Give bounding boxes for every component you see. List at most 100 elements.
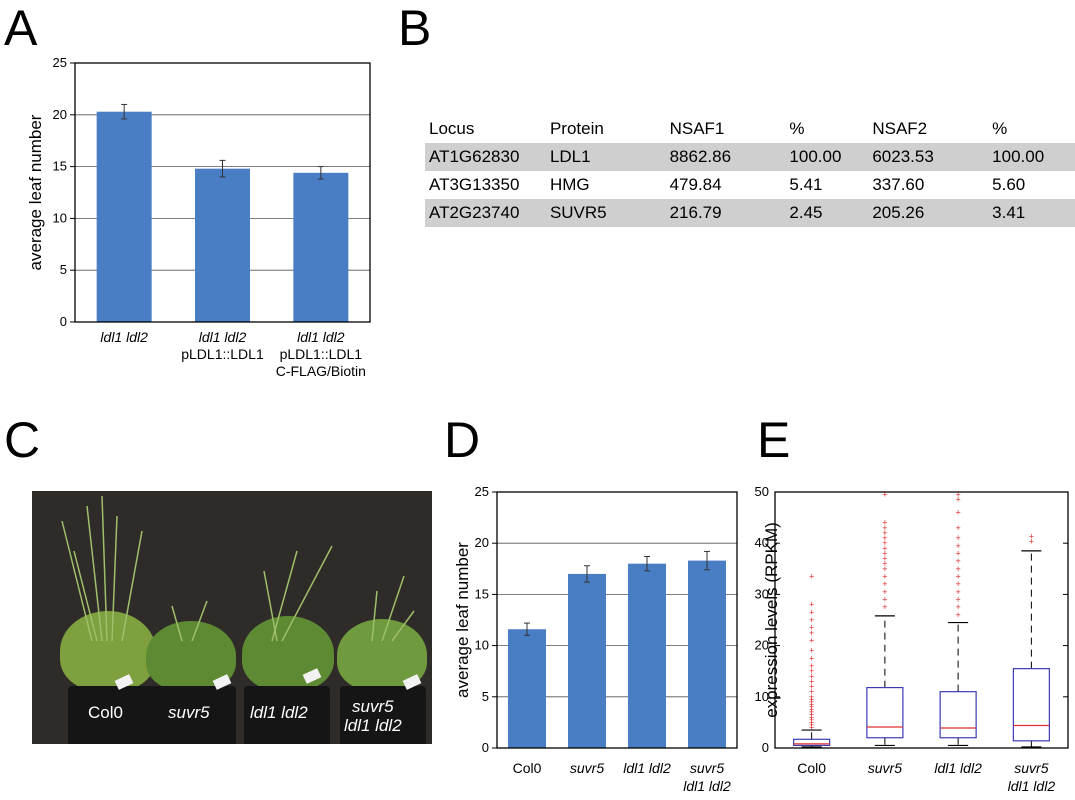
outlier-point: + [955, 541, 960, 551]
protein-table: Locus Protein NSAF1 % NSAF2 % AT1G62830 … [425, 115, 1075, 227]
outlier-point: + [955, 579, 960, 589]
outlier-point: + [809, 705, 814, 715]
photo-label-text: ldl1 ldl2 [250, 703, 308, 722]
category-label: Col0 [513, 760, 542, 776]
outlier-point: + [882, 518, 887, 528]
y-tick-label: 5 [482, 689, 489, 704]
y-tick-label: 10 [53, 210, 67, 225]
outlier-point: + [809, 702, 814, 712]
outlier-point: + [955, 523, 960, 533]
category-label: suvr5 [868, 760, 902, 776]
outlier-point: + [882, 490, 887, 500]
outlier-point: + [809, 615, 814, 625]
outlier-point: + [809, 720, 814, 730]
y-axis-label: average leaf number [453, 542, 472, 698]
y-tick-label: 10 [755, 689, 769, 704]
outlier-point: + [955, 602, 960, 612]
outlier-point: + [809, 635, 814, 645]
category-label: suvr5 [690, 760, 724, 776]
table-header-row: Locus Protein NSAF1 % NSAF2 % [425, 115, 1075, 143]
photo-label-ldl1-ldl2: ldl1 ldl2 [250, 703, 308, 723]
outlier-point: + [809, 682, 814, 692]
outlier-point: + [955, 495, 960, 505]
y-tick-label: 50 [755, 484, 769, 499]
table-cell: 6023.53 [868, 143, 989, 171]
photo-label-text: Col0 [88, 703, 123, 722]
y-tick-label: 20 [755, 638, 769, 653]
outlier-point: + [955, 571, 960, 581]
category-label: ldl1 ldl2 [934, 760, 982, 776]
outlier-point: + [809, 628, 814, 638]
table-cell: 100.00 [988, 143, 1075, 171]
box [1012, 668, 1050, 742]
outlier-point: + [955, 533, 960, 543]
photo-label-text: ldl1 ldl2 [344, 716, 402, 735]
header-nsaf2: NSAF2 [872, 119, 928, 138]
plant-pot [150, 686, 236, 744]
outlier-point: + [955, 490, 960, 500]
outlier-point: + [809, 717, 814, 727]
outlier-point: + [1029, 537, 1034, 547]
outlier-point: + [809, 653, 814, 663]
table-cell: AT1G62830 [425, 143, 546, 171]
outlier-point: + [809, 707, 814, 717]
header-locus: Locus [429, 119, 475, 138]
category-label: ldl1 ldl2 [100, 329, 148, 345]
outlier-point: + [809, 571, 814, 581]
outlier-point: + [809, 712, 814, 722]
outlier-point: + [809, 715, 814, 725]
category-label: suvr5 [1014, 760, 1048, 776]
category-label: suvr5 [570, 760, 604, 776]
y-tick-label: 15 [53, 159, 67, 174]
outlier-point: + [809, 723, 814, 733]
outlier-point: + [882, 543, 887, 553]
plant-foliage [60, 611, 156, 691]
header-protein: Protein [549, 119, 604, 138]
outlier-point: + [809, 623, 814, 633]
outlier-point: + [809, 666, 814, 676]
outlier-point: + [955, 610, 960, 620]
table-cell: 5.60 [992, 175, 1026, 194]
outlier-point: + [955, 507, 960, 517]
plant-pot [68, 686, 154, 744]
table-cell: AT3G13350 [429, 175, 520, 194]
outlier-point: + [809, 699, 814, 709]
plant-pot [340, 686, 426, 744]
table-cell: LDL1 [545, 143, 666, 171]
y-tick-label: 0 [762, 740, 769, 755]
outlier-point: + [809, 600, 814, 610]
table-cell: 205.26 [868, 199, 989, 227]
y-tick-label: 20 [53, 107, 67, 122]
table-cell: 2.45 [785, 199, 869, 227]
category-label: ldl1 ldl2 [199, 329, 247, 345]
bar [293, 172, 349, 322]
plot-frame [774, 491, 1069, 749]
photo-label-col0: Col0 [88, 703, 123, 723]
photo-label-text: suvr5 [352, 697, 394, 716]
box [793, 738, 831, 747]
photo-label-text: suvr5 [168, 703, 210, 722]
y-tick-label: 20 [475, 535, 489, 550]
category-label: pLDL1::LDL1 [181, 346, 264, 362]
table-cell: 100.00 [785, 143, 869, 171]
outlier-point: + [882, 523, 887, 533]
table-cell: AT2G23740 [425, 199, 546, 227]
y-tick-label: 5 [60, 262, 67, 277]
outlier-point: + [882, 595, 887, 605]
plant-pot [244, 686, 330, 744]
plot-frame [74, 62, 371, 323]
outlier-point: + [809, 607, 814, 617]
outlier-point: + [1029, 532, 1034, 542]
bar [568, 573, 606, 748]
y-tick-label: 10 [475, 638, 489, 653]
outlier-point: + [955, 587, 960, 597]
panel-letter-e: E [757, 412, 791, 468]
y-axis-label: expression levels (RPKM) [762, 522, 781, 718]
category-label: ldl1 ldl2 [1008, 778, 1056, 794]
box [939, 691, 977, 739]
panel-letter-c: C [4, 412, 41, 468]
table-cell: SUVR5 [545, 199, 666, 227]
